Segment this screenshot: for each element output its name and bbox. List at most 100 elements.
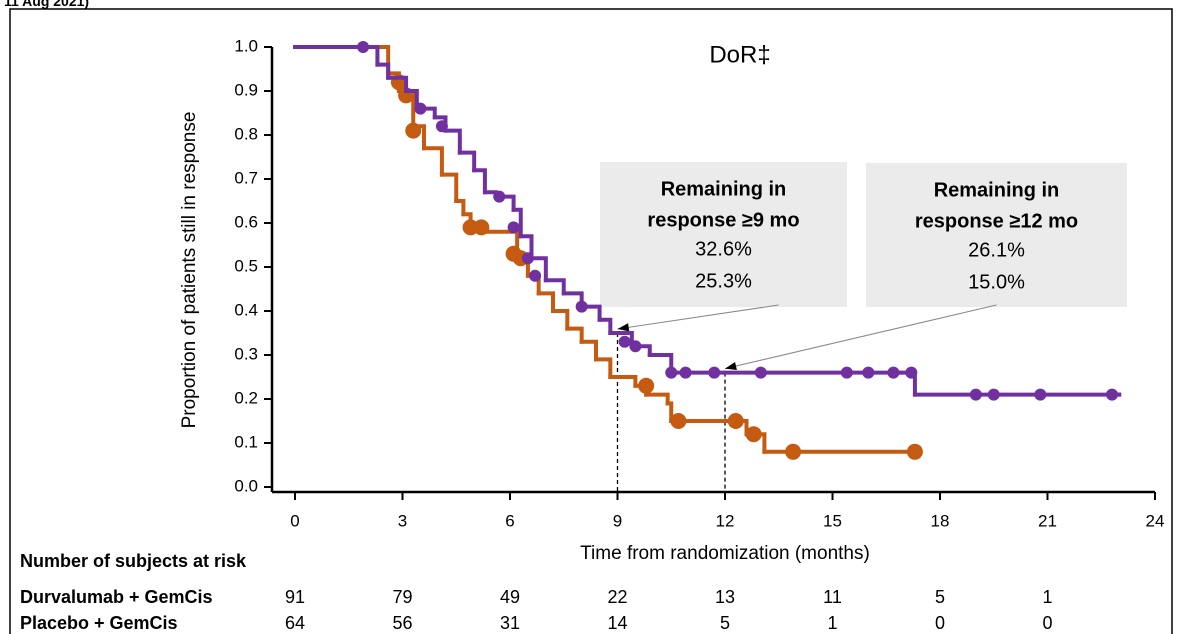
censor-mark [357, 41, 370, 53]
annotation-arrow [724, 304, 997, 370]
at-risk-value: 79 [392, 587, 412, 607]
censor-mark [405, 122, 422, 139]
annotation-line: Remaining in [934, 179, 1060, 201]
x-tick-label: 6 [505, 511, 514, 530]
x-tick-label: 3 [398, 511, 407, 530]
censor-mark [754, 366, 767, 379]
km-step [518, 234, 534, 261]
km-step [644, 392, 670, 406]
km-step [457, 150, 477, 173]
annotation-line: Remaining in [661, 178, 787, 200]
censor-mark [1106, 388, 1118, 401]
km-step [536, 291, 555, 313]
censor-mark [862, 366, 875, 379]
km-step [565, 326, 584, 344]
y-axis-label: Proportion of patients still in response [179, 112, 200, 429]
x-tick-label: 0 [290, 511, 299, 530]
x-axis-label: Time from randomization (months) [580, 543, 870, 564]
censor-mark [435, 120, 448, 133]
at-risk-value: 64 [285, 613, 305, 633]
annotation-arrow [617, 304, 779, 330]
at-risk-value: 0 [935, 613, 945, 633]
x-tick-label: 12 [716, 511, 735, 530]
annotation-box [600, 162, 847, 307]
annotation-box [866, 163, 1127, 307]
annotation-value: 26.1% [968, 239, 1025, 261]
km-step [579, 339, 598, 362]
at-risk-value: 1 [827, 613, 837, 633]
censor-mark [987, 388, 1000, 401]
at-risk-value: 91 [285, 587, 305, 607]
censor-mark [670, 413, 687, 429]
censor-mark [785, 443, 802, 460]
censor-mark [575, 300, 588, 313]
censor-mark [679, 366, 692, 379]
at-risk-value: 0 [1042, 613, 1052, 633]
km-step [443, 128, 462, 155]
at-risk-value: 22 [607, 587, 627, 607]
frame [9, 8, 1173, 634]
y-tick-label: 0.3 [234, 344, 258, 363]
km-step [404, 89, 419, 111]
arrow-head [725, 362, 737, 371]
y-tick-label: 0.9 [234, 80, 258, 99]
km-step [594, 357, 613, 379]
at-risk-value: 49 [500, 587, 520, 607]
km-step [439, 172, 459, 203]
annotation-value: 32.6% [695, 238, 752, 260]
x-tick-label: 9 [613, 511, 622, 530]
annotation-line: response ≥12 mo [915, 210, 1078, 232]
censor-mark [665, 366, 678, 379]
km-step [511, 207, 523, 239]
y-tick-label: 0.7 [234, 168, 258, 187]
censor-mark [493, 190, 506, 203]
y-tick-label: 1.0 [234, 36, 258, 55]
censor-mark [708, 366, 721, 379]
annotation-value: 25.3% [695, 270, 752, 292]
censor-mark [727, 413, 744, 429]
censor-mark [887, 366, 900, 379]
y-tick-label: 0.2 [234, 388, 258, 407]
km-step [454, 199, 466, 217]
at-risk-value: 5 [935, 587, 945, 607]
y-tick-label: 0.0 [234, 476, 258, 495]
annotation-value: 15.0% [968, 271, 1025, 293]
km-step [597, 317, 613, 335]
at-risk-value: 11 [823, 587, 842, 607]
censor-mark [618, 335, 631, 348]
y-tick-label: 0.8 [234, 124, 258, 143]
censor-mark [638, 377, 655, 394]
chart-title: DoR‡ [709, 41, 770, 68]
at-risk-value: 14 [607, 613, 627, 633]
y-tick-label: 0.4 [234, 300, 258, 319]
km-step [665, 401, 674, 423]
km-step [551, 309, 570, 331]
x-tick-label: 18 [931, 511, 950, 530]
censor-mark [1034, 388, 1047, 401]
km-step [608, 375, 638, 388]
km-step [472, 168, 487, 195]
at-risk-label: Placebo + GemCis [20, 613, 178, 633]
header-text: 11 Aug 2021) [4, 0, 89, 9]
x-tick-label: 15 [823, 511, 842, 530]
at-risk-value: 1 [1042, 587, 1052, 607]
y-tick-label: 0.6 [234, 212, 258, 231]
km-step [529, 256, 548, 283]
censor-mark [906, 443, 923, 460]
km-step [375, 62, 391, 80]
censor-mark [840, 366, 853, 379]
censor-mark [521, 252, 534, 265]
annotation-line: response ≥9 mo [647, 209, 799, 231]
at-risk-title: Number of subjects at risk [20, 551, 247, 571]
censor-mark [529, 269, 542, 282]
x-tick-label: 24 [1146, 511, 1165, 530]
censor-mark [507, 221, 520, 234]
censor-mark [905, 366, 918, 379]
at-risk-label: Durvalumab + GemCis [20, 587, 213, 607]
at-risk-value: 31 [500, 613, 520, 633]
at-risk-value: 13 [715, 587, 735, 607]
x-tick-label: 21 [1038, 511, 1057, 530]
y-tick-label: 0.1 [234, 432, 258, 451]
